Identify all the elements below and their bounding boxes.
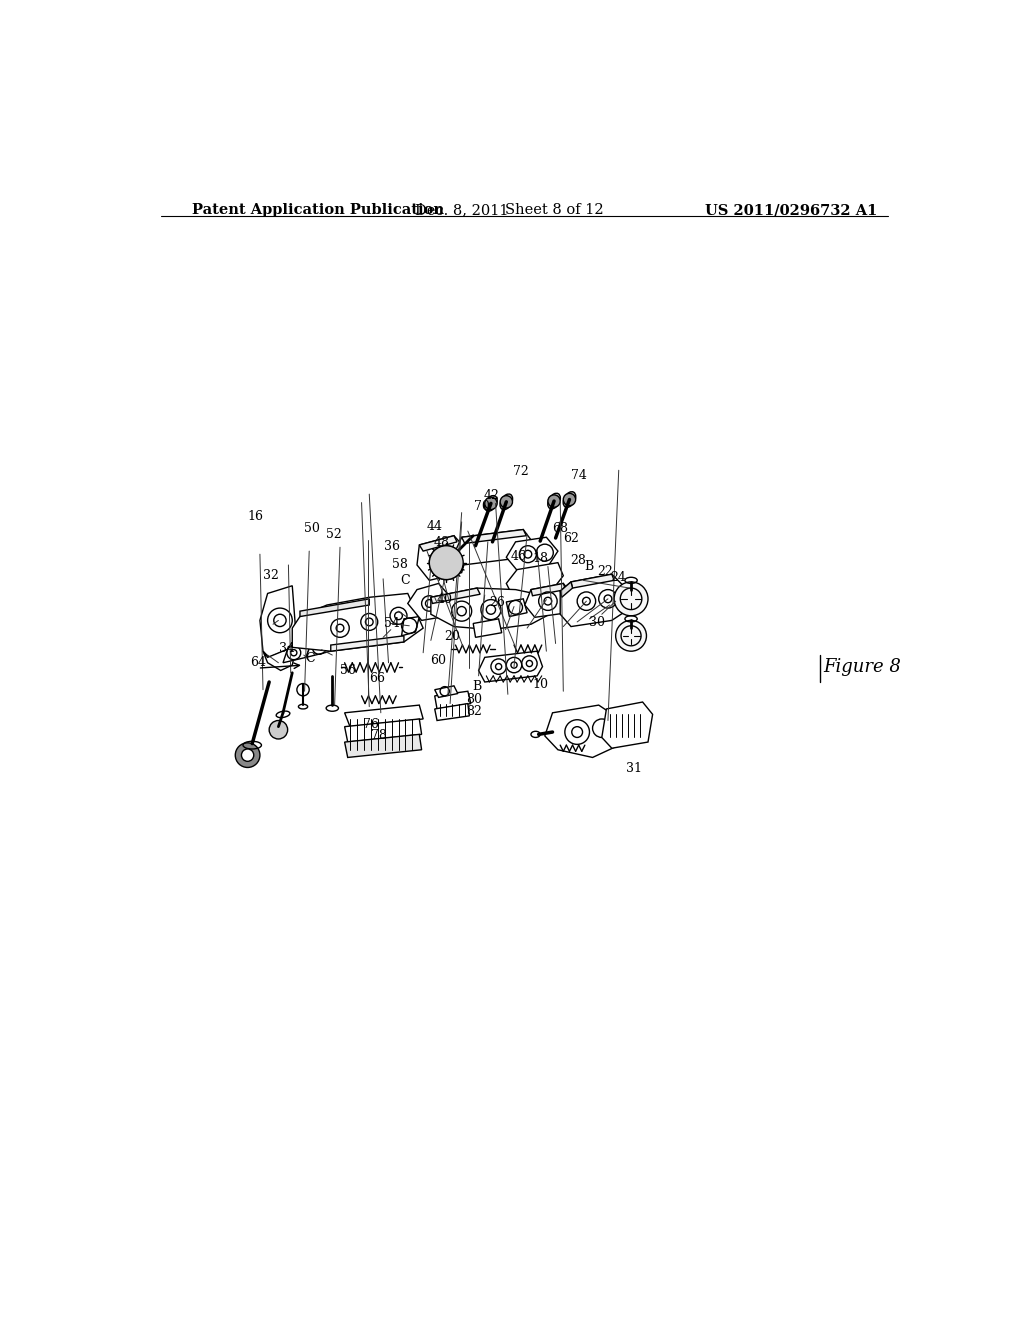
Text: 40: 40 (436, 593, 453, 606)
Polygon shape (431, 589, 553, 630)
Polygon shape (306, 636, 335, 657)
Polygon shape (431, 589, 480, 603)
Text: 31: 31 (626, 762, 642, 775)
Ellipse shape (500, 494, 513, 510)
Polygon shape (263, 647, 296, 671)
Text: 66: 66 (369, 672, 385, 685)
Text: 16: 16 (247, 510, 263, 523)
Polygon shape (473, 619, 502, 638)
Circle shape (242, 748, 254, 762)
Text: Sheet 8 of 12: Sheet 8 of 12 (505, 203, 603, 216)
Ellipse shape (484, 495, 498, 511)
Text: 82: 82 (466, 705, 481, 718)
Polygon shape (435, 686, 458, 697)
Text: 34: 34 (279, 642, 295, 655)
Text: 62: 62 (562, 532, 579, 545)
Text: C: C (400, 574, 410, 586)
Text: 68: 68 (552, 521, 568, 535)
Polygon shape (345, 705, 423, 726)
Circle shape (484, 498, 497, 510)
Polygon shape (292, 594, 423, 651)
Text: 70: 70 (473, 499, 489, 512)
Polygon shape (545, 705, 620, 758)
Text: 36: 36 (384, 540, 400, 553)
Text: 74: 74 (570, 469, 587, 482)
Text: 32: 32 (263, 569, 279, 582)
Text: 26: 26 (489, 597, 505, 609)
Text: 22: 22 (597, 565, 613, 578)
Polygon shape (454, 529, 532, 565)
Polygon shape (417, 536, 468, 581)
Text: Figure 8: Figure 8 (823, 657, 901, 676)
Polygon shape (560, 574, 624, 627)
Polygon shape (462, 529, 526, 544)
Circle shape (429, 545, 463, 579)
Text: 48: 48 (434, 536, 451, 549)
Polygon shape (506, 537, 558, 570)
Circle shape (614, 582, 648, 615)
Polygon shape (602, 702, 652, 748)
Polygon shape (300, 599, 370, 616)
Polygon shape (531, 583, 565, 595)
Text: 78: 78 (371, 729, 387, 742)
Circle shape (500, 496, 512, 508)
Polygon shape (401, 616, 419, 636)
Polygon shape (345, 719, 422, 742)
Circle shape (563, 494, 575, 506)
Polygon shape (345, 734, 422, 758)
Polygon shape (435, 692, 471, 709)
Text: 24: 24 (610, 570, 626, 583)
Circle shape (548, 495, 560, 507)
Text: 10: 10 (532, 678, 549, 692)
Text: 58: 58 (392, 558, 409, 572)
Text: 76: 76 (364, 718, 379, 731)
Polygon shape (331, 636, 403, 651)
Circle shape (236, 743, 260, 767)
Text: B: B (584, 561, 593, 573)
Text: Dec. 8, 2011: Dec. 8, 2011 (415, 203, 508, 216)
Polygon shape (435, 704, 469, 721)
Polygon shape (260, 586, 296, 657)
Text: 72: 72 (513, 465, 528, 478)
Polygon shape (478, 651, 543, 682)
Text: 50: 50 (304, 521, 319, 535)
Polygon shape (506, 599, 527, 616)
Polygon shape (283, 642, 311, 663)
Text: 42: 42 (483, 490, 500, 503)
Text: 52: 52 (326, 528, 342, 541)
Polygon shape (560, 582, 572, 597)
Text: 80: 80 (466, 693, 481, 706)
Text: 20: 20 (444, 630, 460, 643)
Text: 28: 28 (570, 554, 587, 568)
Text: 30: 30 (590, 616, 605, 630)
Text: 46: 46 (511, 550, 526, 564)
Text: Patent Application Publication: Patent Application Publication (193, 203, 444, 216)
Text: 64: 64 (251, 656, 266, 669)
Polygon shape (408, 583, 454, 620)
Circle shape (269, 721, 288, 739)
Ellipse shape (563, 491, 575, 507)
Text: 18: 18 (532, 552, 549, 565)
Polygon shape (506, 562, 563, 595)
Text: US 2011/0296732 A1: US 2011/0296732 A1 (706, 203, 878, 216)
Circle shape (615, 620, 646, 651)
Text: 44: 44 (426, 520, 442, 533)
Text: 56: 56 (340, 664, 355, 677)
Text: 60: 60 (430, 653, 446, 667)
Text: C: C (305, 652, 315, 665)
Text: 54: 54 (384, 618, 400, 631)
Polygon shape (524, 583, 573, 618)
Text: B: B (472, 680, 481, 693)
Polygon shape (419, 536, 457, 552)
Polygon shape (571, 574, 614, 589)
Ellipse shape (548, 494, 560, 510)
